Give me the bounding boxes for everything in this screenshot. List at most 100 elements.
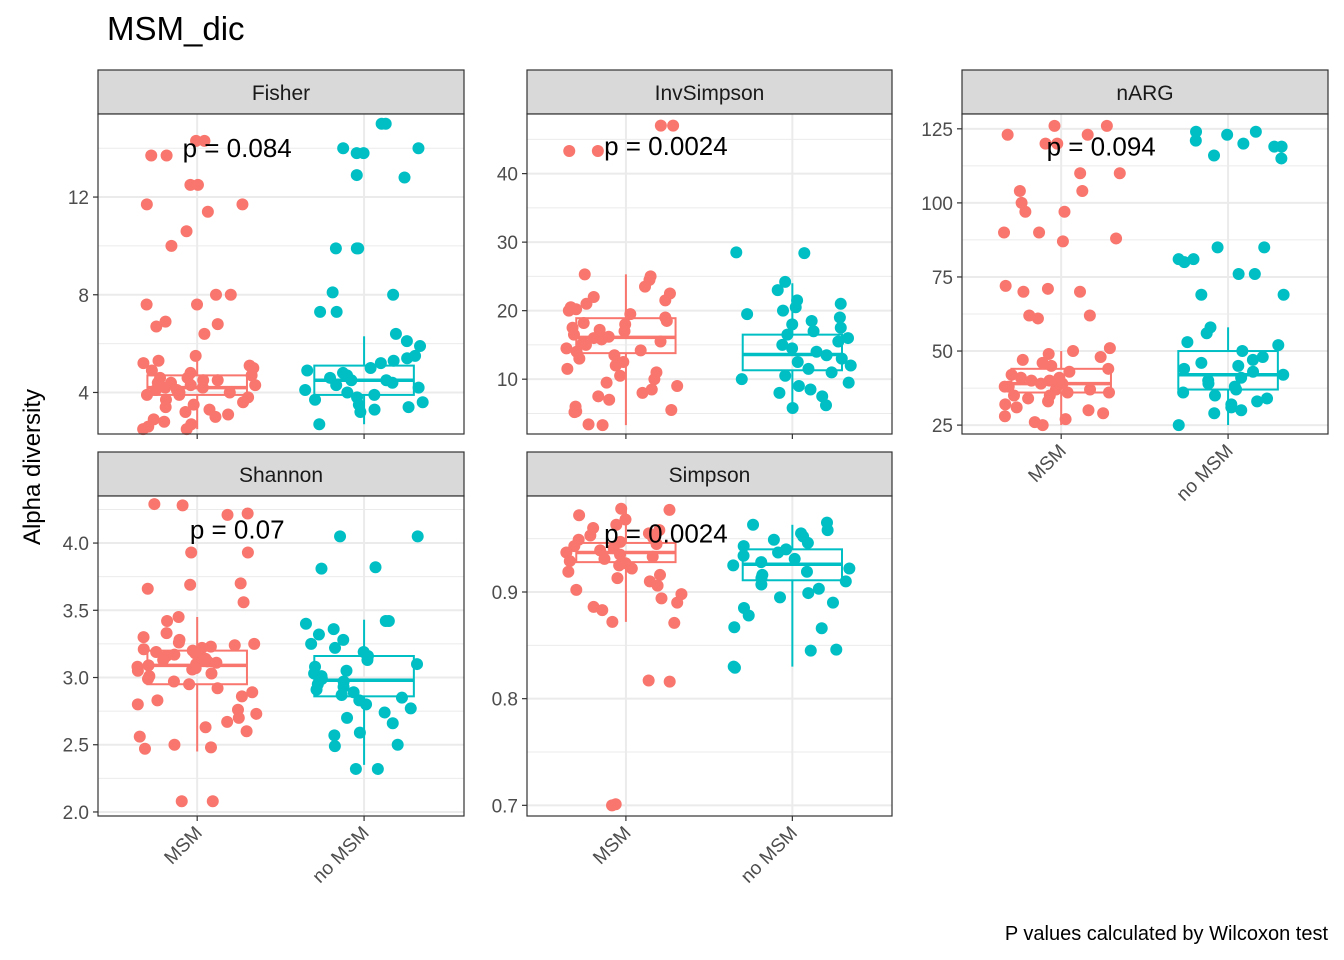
data-point xyxy=(1232,359,1245,372)
data-point xyxy=(176,499,189,512)
data-point xyxy=(820,349,833,362)
data-point xyxy=(645,383,658,396)
panel-border xyxy=(526,495,893,817)
data-point xyxy=(345,374,358,387)
data-point xyxy=(149,384,162,397)
data-point xyxy=(140,388,153,401)
facet-shannon: Shannon 2.0 2.5 3.0 3.5 4.0 p = 0.07 MSM no MSM xyxy=(63,451,465,888)
data-point xyxy=(802,587,815,600)
data-point xyxy=(755,556,768,569)
data-point xyxy=(337,142,350,155)
data-point xyxy=(826,596,839,609)
data-point xyxy=(779,275,792,288)
chart-caption: P values calculated by Wilcoxon test xyxy=(1005,923,1329,945)
data-point xyxy=(314,305,327,318)
data-point xyxy=(773,386,786,399)
data-point xyxy=(841,332,854,345)
panel-border xyxy=(97,113,465,435)
data-point xyxy=(1013,185,1026,198)
data-point xyxy=(133,730,146,743)
data-point xyxy=(341,711,354,724)
data-point xyxy=(206,795,219,808)
data-point xyxy=(299,617,312,630)
data-point xyxy=(1061,386,1074,399)
data-point xyxy=(613,559,626,572)
data-point xyxy=(774,591,787,604)
data-point xyxy=(779,369,792,382)
data-point xyxy=(191,298,204,311)
data-point xyxy=(600,376,613,389)
data-point xyxy=(1051,137,1064,150)
data-point xyxy=(728,661,741,674)
data-point xyxy=(663,503,676,516)
facet-narg: nARG 25 50 75 100 125 p = 0.094 MSM no MSM xyxy=(921,69,1329,506)
data-point xyxy=(1256,350,1269,363)
data-point xyxy=(142,659,155,672)
data-point xyxy=(190,134,203,147)
y-tick-label: 12 xyxy=(68,188,89,209)
data-point xyxy=(209,410,222,423)
data-point xyxy=(654,335,667,348)
data-point xyxy=(1230,383,1243,396)
x-tick-label: no MSM xyxy=(309,823,374,888)
data-point xyxy=(1236,345,1249,358)
data-point xyxy=(374,357,387,370)
data-point xyxy=(1195,288,1208,301)
data-point xyxy=(614,548,627,561)
data-point xyxy=(648,373,661,386)
data-point xyxy=(1100,119,1113,132)
data-point xyxy=(1247,365,1260,378)
data-point xyxy=(659,294,672,307)
data-point xyxy=(209,288,222,301)
data-point xyxy=(387,288,400,301)
data-point xyxy=(735,373,748,386)
data-point xyxy=(567,328,580,341)
data-point xyxy=(1275,152,1288,165)
data-point xyxy=(211,374,224,387)
data-point xyxy=(140,198,153,211)
data-point xyxy=(804,644,817,657)
data-point xyxy=(561,362,574,375)
data-point xyxy=(636,386,649,399)
p-value-label: p = 0.094 xyxy=(1047,132,1156,162)
data-point xyxy=(815,622,828,635)
data-point xyxy=(788,552,801,565)
data-point xyxy=(148,498,161,511)
data-point xyxy=(842,376,855,389)
data-point xyxy=(361,654,374,667)
data-point xyxy=(335,688,348,701)
data-point xyxy=(131,698,144,711)
data-point xyxy=(1249,125,1262,138)
data-point xyxy=(400,335,413,348)
data-point xyxy=(592,390,605,403)
data-point xyxy=(655,592,668,605)
data-point xyxy=(1190,125,1203,138)
data-point xyxy=(582,418,595,431)
data-point xyxy=(1277,288,1290,301)
data-point xyxy=(737,549,750,562)
data-point xyxy=(245,369,258,382)
data-point xyxy=(603,393,616,406)
data-point xyxy=(152,354,165,367)
data-point xyxy=(562,304,575,317)
facet-invsimpson: InvSimpson 10 20 30 40 p = 0.0024 xyxy=(497,69,893,439)
data-point xyxy=(341,386,354,399)
data-point xyxy=(1016,353,1029,366)
data-point xyxy=(330,305,343,318)
data-point xyxy=(160,627,173,640)
data-point xyxy=(334,530,347,543)
data-point xyxy=(671,380,684,393)
x-tick-label: MSM xyxy=(161,823,207,869)
data-point xyxy=(221,715,234,728)
data-point xyxy=(191,178,204,191)
data-point xyxy=(168,738,181,751)
data-point xyxy=(614,369,627,382)
data-point xyxy=(844,359,857,372)
data-point xyxy=(1200,327,1213,340)
data-point xyxy=(584,529,597,542)
data-point xyxy=(241,546,254,559)
data-point xyxy=(364,362,377,375)
data-point xyxy=(805,314,818,327)
data-point xyxy=(1261,392,1274,405)
data-point xyxy=(159,315,172,328)
